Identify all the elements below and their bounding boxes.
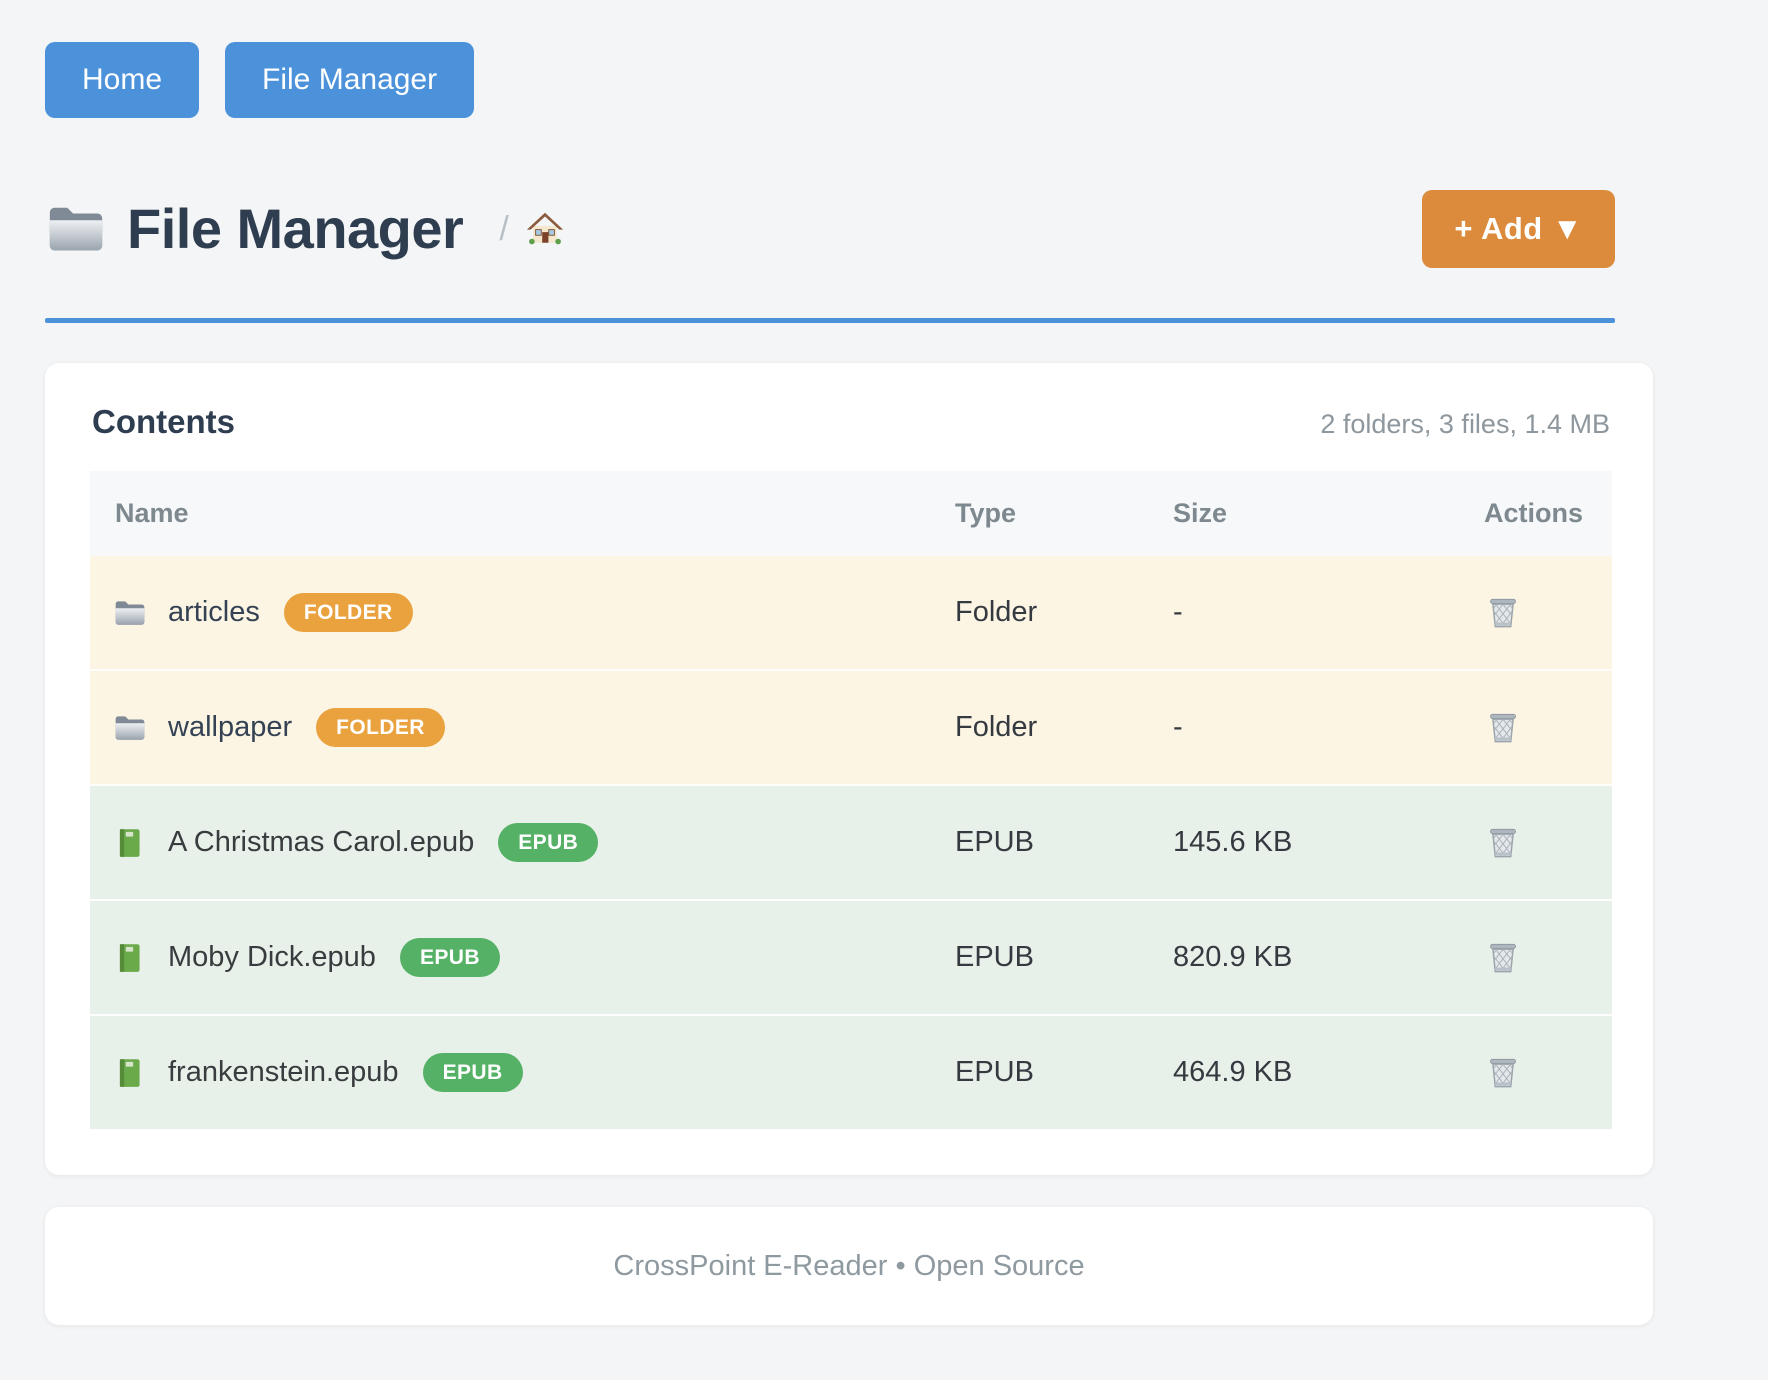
- contents-card: Contents 2 folders, 3 files, 1.4 MB Name…: [45, 363, 1653, 1175]
- item-name-link[interactable]: wallpaper: [168, 711, 293, 743]
- page-title: File Manager: [127, 197, 464, 260]
- table-row-articles: articles FOLDER Folder -: [90, 556, 1612, 671]
- trash-icon: [1484, 938, 1522, 978]
- nav-file-manager-button[interactable]: File Manager: [225, 42, 475, 118]
- book-icon: [113, 826, 147, 860]
- contents-card-header: Contents 2 folders, 3 files, 1.4 MB: [90, 403, 1612, 441]
- folder-icon: [113, 596, 147, 630]
- item-name-link[interactable]: articles: [168, 596, 260, 628]
- size-cell: -: [1173, 670, 1405, 786]
- breadcrumb-separator: /: [499, 209, 509, 248]
- type-cell: Folder: [955, 670, 1173, 786]
- name-cell: wallpaper FOLDER: [90, 708, 955, 747]
- home-icon[interactable]: [525, 209, 565, 249]
- type-cell: Folder: [955, 556, 1173, 671]
- contents-summary: 2 folders, 3 files, 1.4 MB: [1320, 409, 1610, 439]
- table-row-wallpaper: wallpaper FOLDER Folder -: [90, 670, 1612, 786]
- top-nav: Home File Manager: [45, 42, 1653, 118]
- header-divider: [45, 318, 1615, 323]
- contents-heading: Contents: [92, 403, 235, 440]
- delete-button[interactable]: [1482, 821, 1524, 865]
- table-row-moby-dick: Moby Dick.epub EPUB EPUB 820.9 KB: [90, 900, 1612, 1016]
- book-icon: [113, 1056, 147, 1090]
- delete-button[interactable]: [1482, 936, 1524, 980]
- item-name-link[interactable]: Moby Dick.epub: [168, 941, 376, 973]
- type-badge: EPUB: [399, 938, 500, 977]
- column-header-size: Size: [1173, 471, 1405, 556]
- type-cell: EPUB: [955, 785, 1173, 901]
- file-table: Name Type Size Actions articles FOLDER F…: [90, 471, 1612, 1131]
- table-row-christmas-carol: A Christmas Carol.epub EPUB EPUB 145.6 K…: [90, 785, 1612, 901]
- trash-icon: [1484, 708, 1522, 748]
- footer: CrossPoint E-Reader • Open Source: [45, 1207, 1653, 1325]
- size-cell: 145.6 KB: [1173, 785, 1405, 901]
- name-cell: articles FOLDER: [90, 593, 955, 632]
- column-header-name: Name: [90, 471, 955, 556]
- file-manager-page: Home File Manager File Manager / + Add ▼…: [45, 42, 1653, 1325]
- column-header-type: Type: [955, 471, 1173, 556]
- delete-button[interactable]: [1482, 1051, 1524, 1095]
- trash-icon: [1484, 823, 1522, 863]
- folder-icon: [113, 711, 147, 745]
- item-name-link[interactable]: frankenstein.epub: [168, 1056, 399, 1088]
- type-badge: FOLDER: [316, 708, 445, 747]
- folder-icon: [45, 198, 107, 260]
- type-cell: EPUB: [955, 1015, 1173, 1131]
- name-cell: Moby Dick.epub EPUB: [90, 938, 955, 977]
- item-name-link[interactable]: A Christmas Carol.epub: [168, 826, 475, 858]
- delete-button[interactable]: [1482, 591, 1524, 635]
- name-cell: A Christmas Carol.epub EPUB: [90, 823, 955, 862]
- column-header-actions: Actions: [1405, 471, 1612, 556]
- type-badge: FOLDER: [283, 593, 413, 632]
- trash-icon: [1484, 593, 1522, 633]
- type-badge: EPUB: [498, 823, 599, 862]
- size-cell: 820.9 KB: [1173, 900, 1405, 1016]
- nav-home-button[interactable]: Home: [45, 42, 200, 118]
- table-row-frankenstein: frankenstein.epub EPUB EPUB 464.9 KB: [90, 1015, 1612, 1131]
- book-icon: [113, 941, 147, 975]
- delete-button[interactable]: [1482, 706, 1524, 750]
- page-title-group: File Manager /: [45, 198, 565, 260]
- add-button[interactable]: + Add ▼: [1422, 190, 1615, 268]
- page-header: File Manager / + Add ▼: [45, 190, 1615, 268]
- size-cell: -: [1173, 556, 1405, 671]
- breadcrumb: /: [499, 209, 564, 249]
- type-badge: EPUB: [422, 1053, 523, 1092]
- type-cell: EPUB: [955, 900, 1173, 1016]
- size-cell: 464.9 KB: [1173, 1015, 1405, 1131]
- name-cell: frankenstein.epub EPUB: [90, 1053, 955, 1092]
- trash-icon: [1484, 1053, 1522, 1093]
- footer-text: CrossPoint E-Reader • Open Source: [613, 1249, 1085, 1282]
- table-header-row: Name Type Size Actions: [90, 471, 1612, 556]
